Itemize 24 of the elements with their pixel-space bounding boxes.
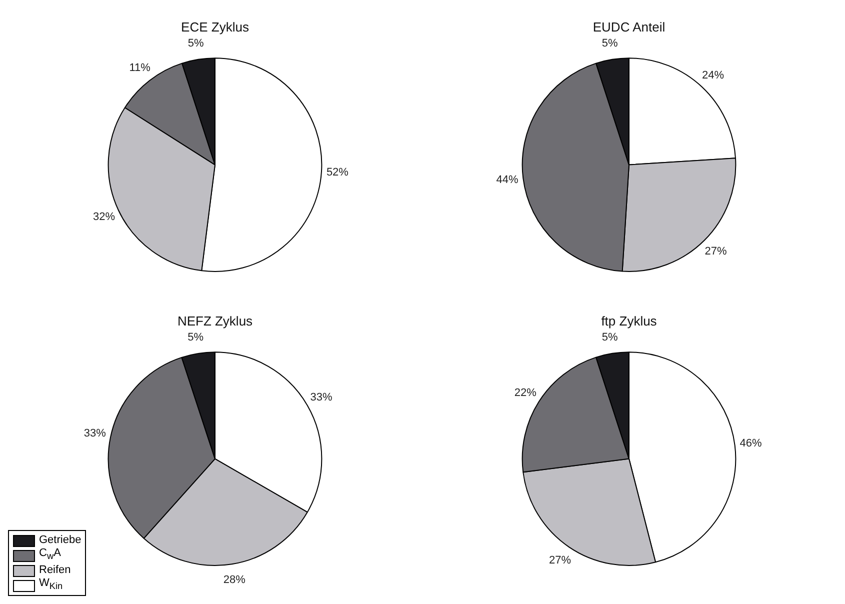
data-label: 24% <box>702 69 724 82</box>
legend-label: Getriebe <box>39 534 82 547</box>
data-label: 32% <box>92 211 116 224</box>
data-label: 11% <box>129 62 151 74</box>
data-label: 22% <box>514 387 537 400</box>
data-label: 52% <box>326 166 349 179</box>
data-label: 5% <box>188 332 204 344</box>
legend-label: C$_{w}$A <box>39 547 61 564</box>
data-label: 5% <box>188 38 204 50</box>
legend-label: Reifen <box>39 564 71 577</box>
chart-title: EUDC Anteil <box>592 19 666 34</box>
data-label: 5% <box>602 332 618 344</box>
data-label: 27% <box>549 554 572 566</box>
chart-title: ECE Zyklus <box>181 19 250 34</box>
chart-title: ftp Zyklus <box>601 313 658 328</box>
data-label: 46% <box>740 437 762 450</box>
data-label: 5% <box>602 38 618 50</box>
legend-label: W$_{Kin}$ <box>39 577 63 594</box>
data-label: 33% <box>310 391 332 404</box>
data-label: 44% <box>496 174 518 186</box>
chart-title: NEFZ Zyklus <box>177 313 254 328</box>
data-label: 28% <box>223 574 246 586</box>
data-label: 33% <box>84 428 106 440</box>
data-label: 27% <box>704 246 727 258</box>
